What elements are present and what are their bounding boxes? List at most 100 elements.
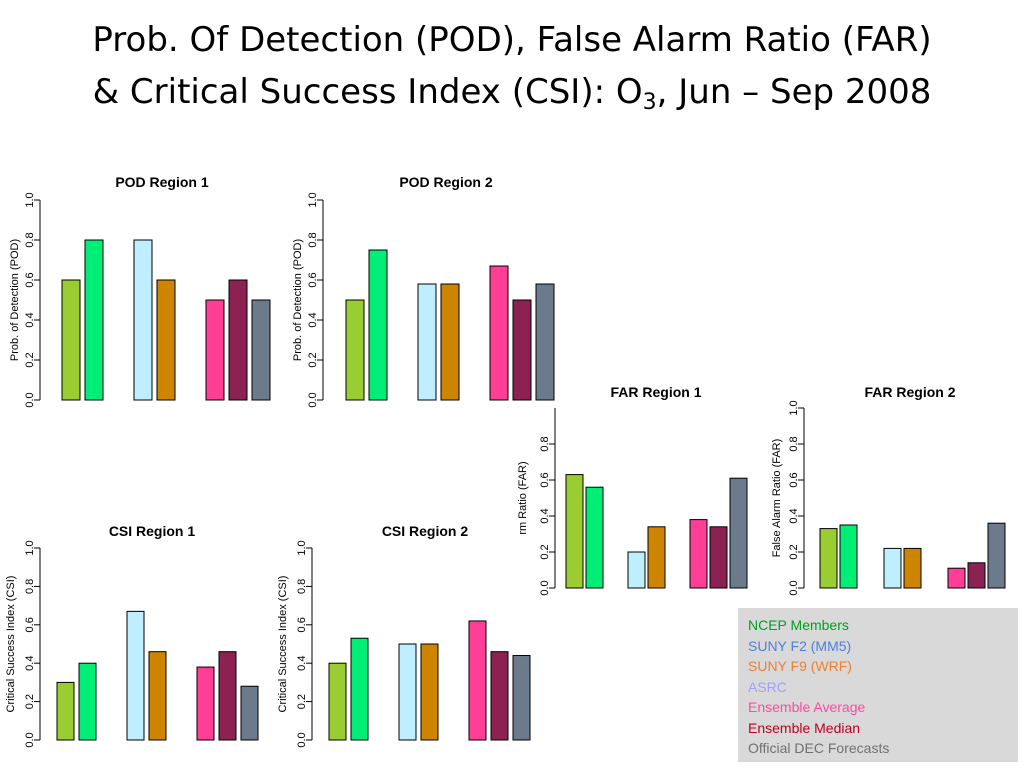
y-tick-label: 0.0 <box>539 580 551 595</box>
y-tick-label: 0.2 <box>24 352 36 367</box>
bar <box>156 279 176 401</box>
y-tick-label: 0.8 <box>788 436 800 451</box>
bar <box>839 524 858 589</box>
bar <box>240 685 259 741</box>
y-tick-label: 0.6 <box>296 617 308 632</box>
bar <box>133 239 153 401</box>
bar <box>84 239 104 401</box>
pod-region-2-chart: POD Region 2 Prob. of Detection (POD) 0.0 0… <box>292 174 555 408</box>
y-tick-label: 0.4 <box>788 508 800 523</box>
bar <box>345 299 365 401</box>
legend-item-suny-f2: SUNY F2 (MM5) <box>748 637 852 654</box>
bar <box>420 643 439 741</box>
legend-item-asrc: ASRC <box>748 678 787 695</box>
bar <box>489 265 509 401</box>
y-tick-label: 0.8 <box>539 436 551 451</box>
y-tick-label: 0.8 <box>24 579 36 594</box>
bar <box>967 562 986 589</box>
y-tick-label: 0.4 <box>24 312 36 327</box>
bar <box>987 522 1006 589</box>
y-tick-label: 0.2 <box>296 694 308 709</box>
chart-title: CSI Region 1 <box>109 523 196 539</box>
y-axis-label: False Alarm Ratio (FAR) <box>771 439 783 558</box>
y-tick-label: 0.2 <box>539 544 551 559</box>
y-tick-label: 1.0 <box>788 400 800 415</box>
csi-region-2-chart: CSI Region 2 Critical Success Index (CSI)… <box>277 523 531 748</box>
bar <box>228 279 248 401</box>
chart-title: POD Region 1 <box>115 174 209 190</box>
chart-title: FAR Region 1 <box>610 384 701 400</box>
title-line-2: & Critical Success Index (CSI): O3, Jun … <box>0 66 1024 118</box>
bar <box>490 651 509 741</box>
bar <box>196 666 215 741</box>
bar <box>126 610 145 741</box>
y-axis-label: Prob. of Detection (POD) <box>9 239 21 361</box>
far-region-1-chart: FAR Region 1 rm Ratio (FAR) 0.0 0.2 0.4 0.6 0.… <box>517 384 748 596</box>
y-tick-label: 1.0 <box>307 192 319 207</box>
bar <box>883 547 902 589</box>
y-axis-label: rm Ratio (FAR) <box>517 461 529 534</box>
bar <box>512 299 532 401</box>
y-axis-label: Critical Success Index (CSI) <box>277 576 289 713</box>
bar <box>819 528 838 589</box>
y-tick-label: 1.0 <box>296 540 308 555</box>
y-tick-label: 0.2 <box>788 544 800 559</box>
bar <box>61 279 81 401</box>
bar <box>251 299 271 401</box>
bar <box>647 526 666 589</box>
bar <box>148 651 167 741</box>
y-tick-label: 0.0 <box>307 392 319 407</box>
title-line-1: Prob. Of Detection (POD), False Alarm Ra… <box>92 20 932 60</box>
bar <box>512 655 531 741</box>
legend-item-suny-f9: SUNY F9 (WRF) <box>748 658 852 674</box>
title-line-2-suffix: , Jun – Sep 2008 <box>656 72 932 112</box>
legend-item-ncep-members: NCEP Members <box>748 617 849 633</box>
y-tick-label: 0.0 <box>296 732 308 747</box>
y-tick-label: 1.0 <box>24 540 36 555</box>
y-tick-label: 0.0 <box>788 580 800 595</box>
y-tick-label: 0.8 <box>24 232 36 247</box>
chart-title: POD Region 2 <box>399 174 493 190</box>
bar <box>56 681 75 741</box>
y-tick-label: 0.4 <box>296 656 308 671</box>
bar <box>328 662 347 741</box>
y-axis-label: Prob. of Detection (POD) <box>292 239 304 361</box>
bar <box>440 283 460 401</box>
legend-box: NCEP Members SUNY F2 (MM5) SUNY F9 (WRF)… <box>738 608 1018 762</box>
bar <box>709 526 728 589</box>
y-tick-label: 0.4 <box>24 656 36 671</box>
far-region-2-chart: FAR Region 2 False Alarm Ratio (FAR) 0.0 0.… <box>771 384 1006 596</box>
bar <box>585 486 604 589</box>
y-tick-label: 0.6 <box>539 472 551 487</box>
y-axis-label: Critical Success Index (CSI) <box>5 576 17 713</box>
y-tick-label: 0.6 <box>24 617 36 632</box>
y-tick-label: 0.6 <box>788 472 800 487</box>
bar <box>729 477 748 589</box>
bar <box>627 551 646 589</box>
title-subscript: 3 <box>642 90 657 115</box>
y-tick-label: 0.6 <box>24 272 36 287</box>
legend-item-official-dec: Official DEC Forecasts <box>748 740 890 756</box>
bar <box>398 643 417 741</box>
y-tick-label: 0.4 <box>307 312 319 327</box>
y-tick-label: 0.0 <box>24 392 36 407</box>
y-tick-label: 0.4 <box>539 508 551 523</box>
bar <box>417 283 437 401</box>
bar <box>368 249 388 401</box>
chart-title: CSI Region 2 <box>382 523 469 539</box>
bar <box>78 662 97 741</box>
pod-region-1-chart: POD Region 1 Prob. of Detection (POD) 0.0 0… <box>9 174 271 408</box>
y-tick-label: 1.0 <box>24 192 36 207</box>
bar <box>565 474 584 589</box>
bar <box>205 299 225 401</box>
chart-title: FAR Region 2 <box>864 384 955 400</box>
y-tick-label: 0.2 <box>24 694 36 709</box>
bar <box>903 547 922 589</box>
y-tick-label: 0.0 <box>24 732 36 747</box>
title-line-2-prefix: & Critical Success Index (CSI): O <box>92 72 643 112</box>
legend-item-ensemble-median: Ensemble Median <box>748 719 861 736</box>
y-tick-label: 0.6 <box>307 272 319 287</box>
bar <box>350 637 369 741</box>
bar <box>535 283 555 401</box>
y-tick-label: 0.8 <box>307 232 319 247</box>
